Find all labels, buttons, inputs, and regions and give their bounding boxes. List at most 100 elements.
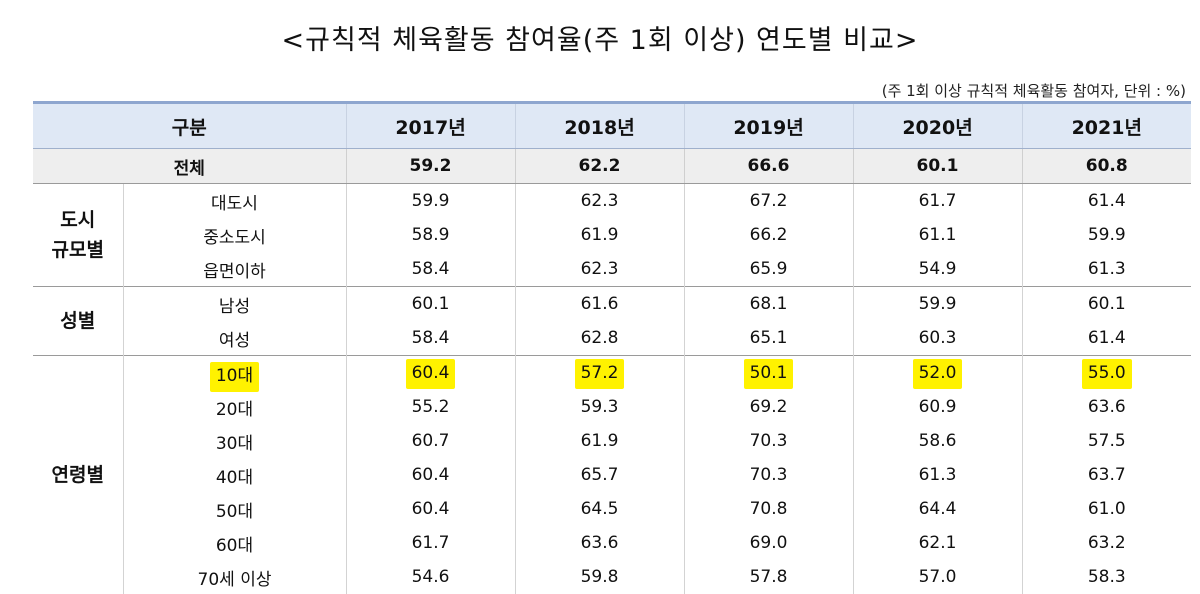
highlighted-value: 50.1	[744, 359, 794, 389]
table-cell: 57.8	[684, 560, 853, 594]
table-cell: 61.3	[1022, 252, 1191, 287]
table-cell: 65.7	[515, 458, 684, 492]
table-cell: 61.6	[515, 287, 684, 322]
table-cell: 61.3	[853, 458, 1022, 492]
row-label: 10대	[123, 356, 346, 391]
table-cell: 63.7	[1022, 458, 1191, 492]
table-cell: 50.1	[684, 356, 853, 391]
table-cell: 64.4	[853, 492, 1022, 526]
table-header-row: 구분 2017년 2018년 2019년 2020년 2021년	[33, 103, 1191, 149]
row-label: 읍면이하	[123, 252, 346, 287]
table-cell: 62.3	[515, 184, 684, 219]
table-cell: 62.2	[515, 149, 684, 184]
table-cell: 60.4	[346, 356, 515, 391]
table-cell: 66.6	[684, 149, 853, 184]
table-cell: 59.9	[346, 184, 515, 219]
total-label: 전체	[33, 149, 346, 184]
row-label: 50대	[123, 492, 346, 526]
header-year: 2019년	[684, 103, 853, 149]
table-cell: 62.8	[515, 321, 684, 356]
table-row: 50대 60.4 64.5 70.8 64.4 61.0	[33, 492, 1191, 526]
table-cell: 61.1	[853, 218, 1022, 252]
table-cell: 64.5	[515, 492, 684, 526]
table-cell: 70.3	[684, 458, 853, 492]
highlighted-value: 55.0	[1082, 359, 1132, 389]
group-label-line: 도시	[60, 209, 95, 231]
row-label: 30대	[123, 424, 346, 458]
row-label: 40대	[123, 458, 346, 492]
table-cell: 61.7	[346, 526, 515, 560]
header-year: 2021년	[1022, 103, 1191, 149]
table-cell: 62.3	[515, 252, 684, 287]
table-cell: 55.0	[1022, 356, 1191, 391]
row-label: 70세 이상	[123, 560, 346, 594]
row-label: 중소도시	[123, 218, 346, 252]
highlighted-value: 57.2	[575, 359, 625, 389]
table-cell: 69.0	[684, 526, 853, 560]
table-cell: 57.5	[1022, 424, 1191, 458]
row-label: 20대	[123, 390, 346, 424]
table-cell: 65.9	[684, 252, 853, 287]
table-cell: 62.1	[853, 526, 1022, 560]
table-cell: 61.0	[1022, 492, 1191, 526]
table-row: 40대 60.4 65.7 70.3 61.3 63.7	[33, 458, 1191, 492]
table-cell: 66.2	[684, 218, 853, 252]
table-cell: 61.4	[1022, 184, 1191, 219]
table-cell: 55.2	[346, 390, 515, 424]
table-cell: 60.1	[1022, 287, 1191, 322]
table-cell: 60.9	[853, 390, 1022, 424]
group-label-gender: 성별	[33, 287, 123, 356]
group-label-line: 규모별	[52, 239, 104, 261]
table-cell: 59.8	[515, 560, 684, 594]
table-row: 20대 55.2 59.3 69.2 60.9 63.6	[33, 390, 1191, 424]
table-cell: 63.2	[1022, 526, 1191, 560]
table-cell: 61.9	[515, 218, 684, 252]
table-cell: 70.8	[684, 492, 853, 526]
table-row: 중소도시 58.9 61.9 66.2 61.1 59.9	[33, 218, 1191, 252]
page-title: <규칙적 체육활동 참여율(주 1회 이상) 연도별 비교>	[0, 18, 1200, 57]
table-row: 30대 60.7 61.9 70.3 58.6 57.5	[33, 424, 1191, 458]
table-cell: 58.9	[346, 218, 515, 252]
table-row: 60대 61.7 63.6 69.0 62.1 63.2	[33, 526, 1191, 560]
table-row: 도시 규모별 대도시 59.9 62.3 67.2 61.7 61.4	[33, 184, 1191, 219]
header-year: 2017년	[346, 103, 515, 149]
participation-table: 구분 2017년 2018년 2019년 2020년 2021년 전체 59.2…	[33, 101, 1191, 594]
table-cell: 58.4	[346, 252, 515, 287]
table-cell: 59.2	[346, 149, 515, 184]
highlighted-label: 10대	[210, 362, 259, 392]
table-cell: 59.9	[1022, 218, 1191, 252]
table-cell: 60.1	[346, 287, 515, 322]
table-cell: 60.7	[346, 424, 515, 458]
table-row: 성별 남성 60.1 61.6 68.1 59.9 60.1	[33, 287, 1191, 322]
table-cell: 67.2	[684, 184, 853, 219]
table-cell: 60.3	[853, 321, 1022, 356]
group-label-city-size: 도시 규모별	[33, 184, 123, 287]
total-row: 전체 59.2 62.2 66.6 60.1 60.8	[33, 149, 1191, 184]
header-year: 2020년	[853, 103, 1022, 149]
table-cell: 54.6	[346, 560, 515, 594]
highlighted-value: 52.0	[913, 359, 963, 389]
table-cell: 63.6	[1022, 390, 1191, 424]
table-row: 여성 58.4 62.8 65.1 60.3 61.4	[33, 321, 1191, 356]
row-label: 대도시	[123, 184, 346, 219]
row-label: 여성	[123, 321, 346, 356]
table-row: 읍면이하 58.4 62.3 65.9 54.9 61.3	[33, 252, 1191, 287]
table-cell: 65.1	[684, 321, 853, 356]
table-row-highlighted: 연령별 10대 60.4 57.2 50.1 52.0 55.0	[33, 356, 1191, 391]
table-cell: 57.2	[515, 356, 684, 391]
table-cell: 57.0	[853, 560, 1022, 594]
table-cell: 69.2	[684, 390, 853, 424]
group-label-age: 연령별	[33, 356, 123, 594]
table-row: 70세 이상 54.6 59.8 57.8 57.0 58.3	[33, 560, 1191, 594]
table-cell: 59.9	[853, 287, 1022, 322]
table-cell: 60.4	[346, 492, 515, 526]
unit-note: (주 1회 이상 규칙적 체육활동 참여자, 단위 : %)	[882, 80, 1186, 101]
table-cell: 54.9	[853, 252, 1022, 287]
table-cell: 58.6	[853, 424, 1022, 458]
group-label-line: 연령별	[52, 464, 104, 486]
table-cell: 60.4	[346, 458, 515, 492]
highlighted-value: 60.4	[406, 359, 456, 389]
group-label-line: 성별	[60, 310, 95, 332]
table-cell: 58.3	[1022, 560, 1191, 594]
table-cell: 59.3	[515, 390, 684, 424]
